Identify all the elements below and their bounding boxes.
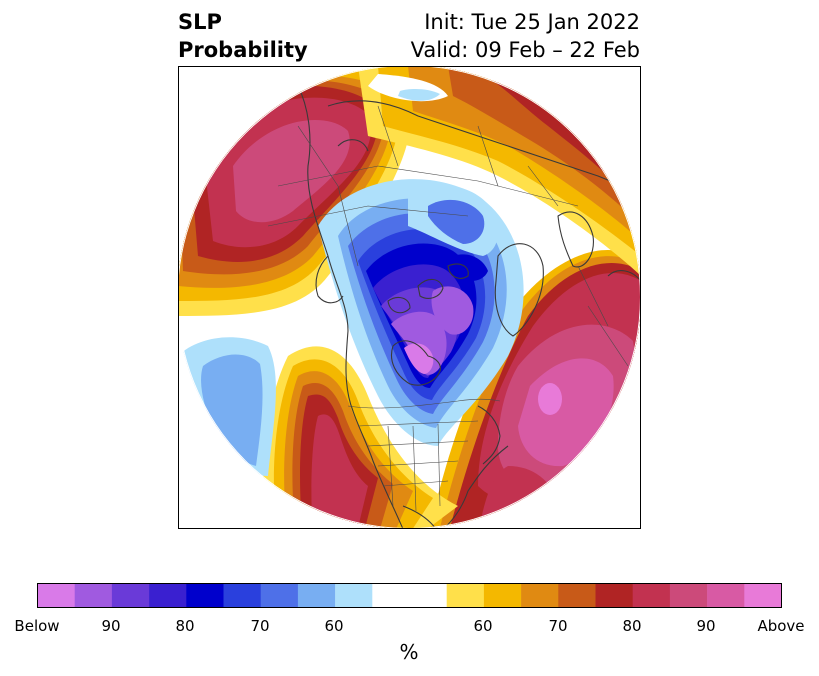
colorbar-swatch-above: [558, 583, 596, 608]
colorbar-tick-label: 80: [175, 617, 195, 635]
colorbar-unit: %: [399, 640, 419, 664]
colorbar-swatch-above: [744, 583, 782, 608]
colorbar: [37, 583, 782, 608]
variable-title: SLP Probability: [178, 8, 308, 64]
colorbar-swatch-below: [223, 583, 261, 608]
colorbar-tick-label: 60: [473, 617, 493, 635]
colorbar-tick-label: 90: [101, 617, 121, 635]
colorbar-swatch-above: [446, 583, 485, 608]
coastlines: [297, 85, 641, 529]
colorbar-swatch-below: [186, 583, 224, 608]
colorbar-swatch-below: [149, 583, 187, 608]
date-title: Init: Tue 25 Jan 2022 Valid: 09 Feb – 22…: [411, 8, 640, 64]
colorbar-tick-label: 60: [324, 617, 344, 635]
colorbar-swatch-above: [521, 583, 559, 608]
colorbar-tick-label: Below: [14, 617, 60, 635]
valid-range: Valid: 09 Feb – 22 Feb: [410, 38, 640, 62]
variable-title-line2: Probability: [178, 38, 308, 62]
map-frame: [178, 66, 641, 529]
colorbar-swatch-below: [74, 583, 113, 608]
colorbar-swatch-below: [260, 583, 299, 608]
subtropical-pacific-low: [178, 337, 276, 476]
colorbar-swatch-above: [632, 583, 671, 608]
central-us-high: [263, 346, 568, 529]
colorbar-tick-label: 90: [696, 617, 716, 635]
colorbar-swatch-above: [707, 583, 745, 608]
init-date: Init: Tue 25 Jan 2022: [424, 10, 640, 34]
country-borders: [267, 105, 629, 512]
north-pole-low: [408, 185, 499, 282]
colorbar-swatch-above: [595, 583, 633, 608]
colorbar-swatch-below: [37, 583, 75, 608]
probability-field: [178, 66, 641, 529]
colorbar-tick-label: 80: [622, 617, 642, 635]
colorbar-swatch-below: [335, 583, 373, 608]
colorbar-tick-label: 70: [250, 617, 270, 635]
colorbar-tick-label: Above: [757, 617, 805, 635]
colorbar-tick-label: 70: [548, 617, 568, 635]
variable-title-line1: SLP: [178, 10, 222, 34]
colorbar-swatch-neutral: [372, 583, 447, 608]
colorbar-swatch-above: [669, 583, 708, 608]
colorbar-swatch-above: [483, 583, 522, 608]
colorbar-swatch-below: [111, 583, 150, 608]
probability-map: [178, 66, 641, 529]
colorbar-swatch-below: [297, 583, 336, 608]
